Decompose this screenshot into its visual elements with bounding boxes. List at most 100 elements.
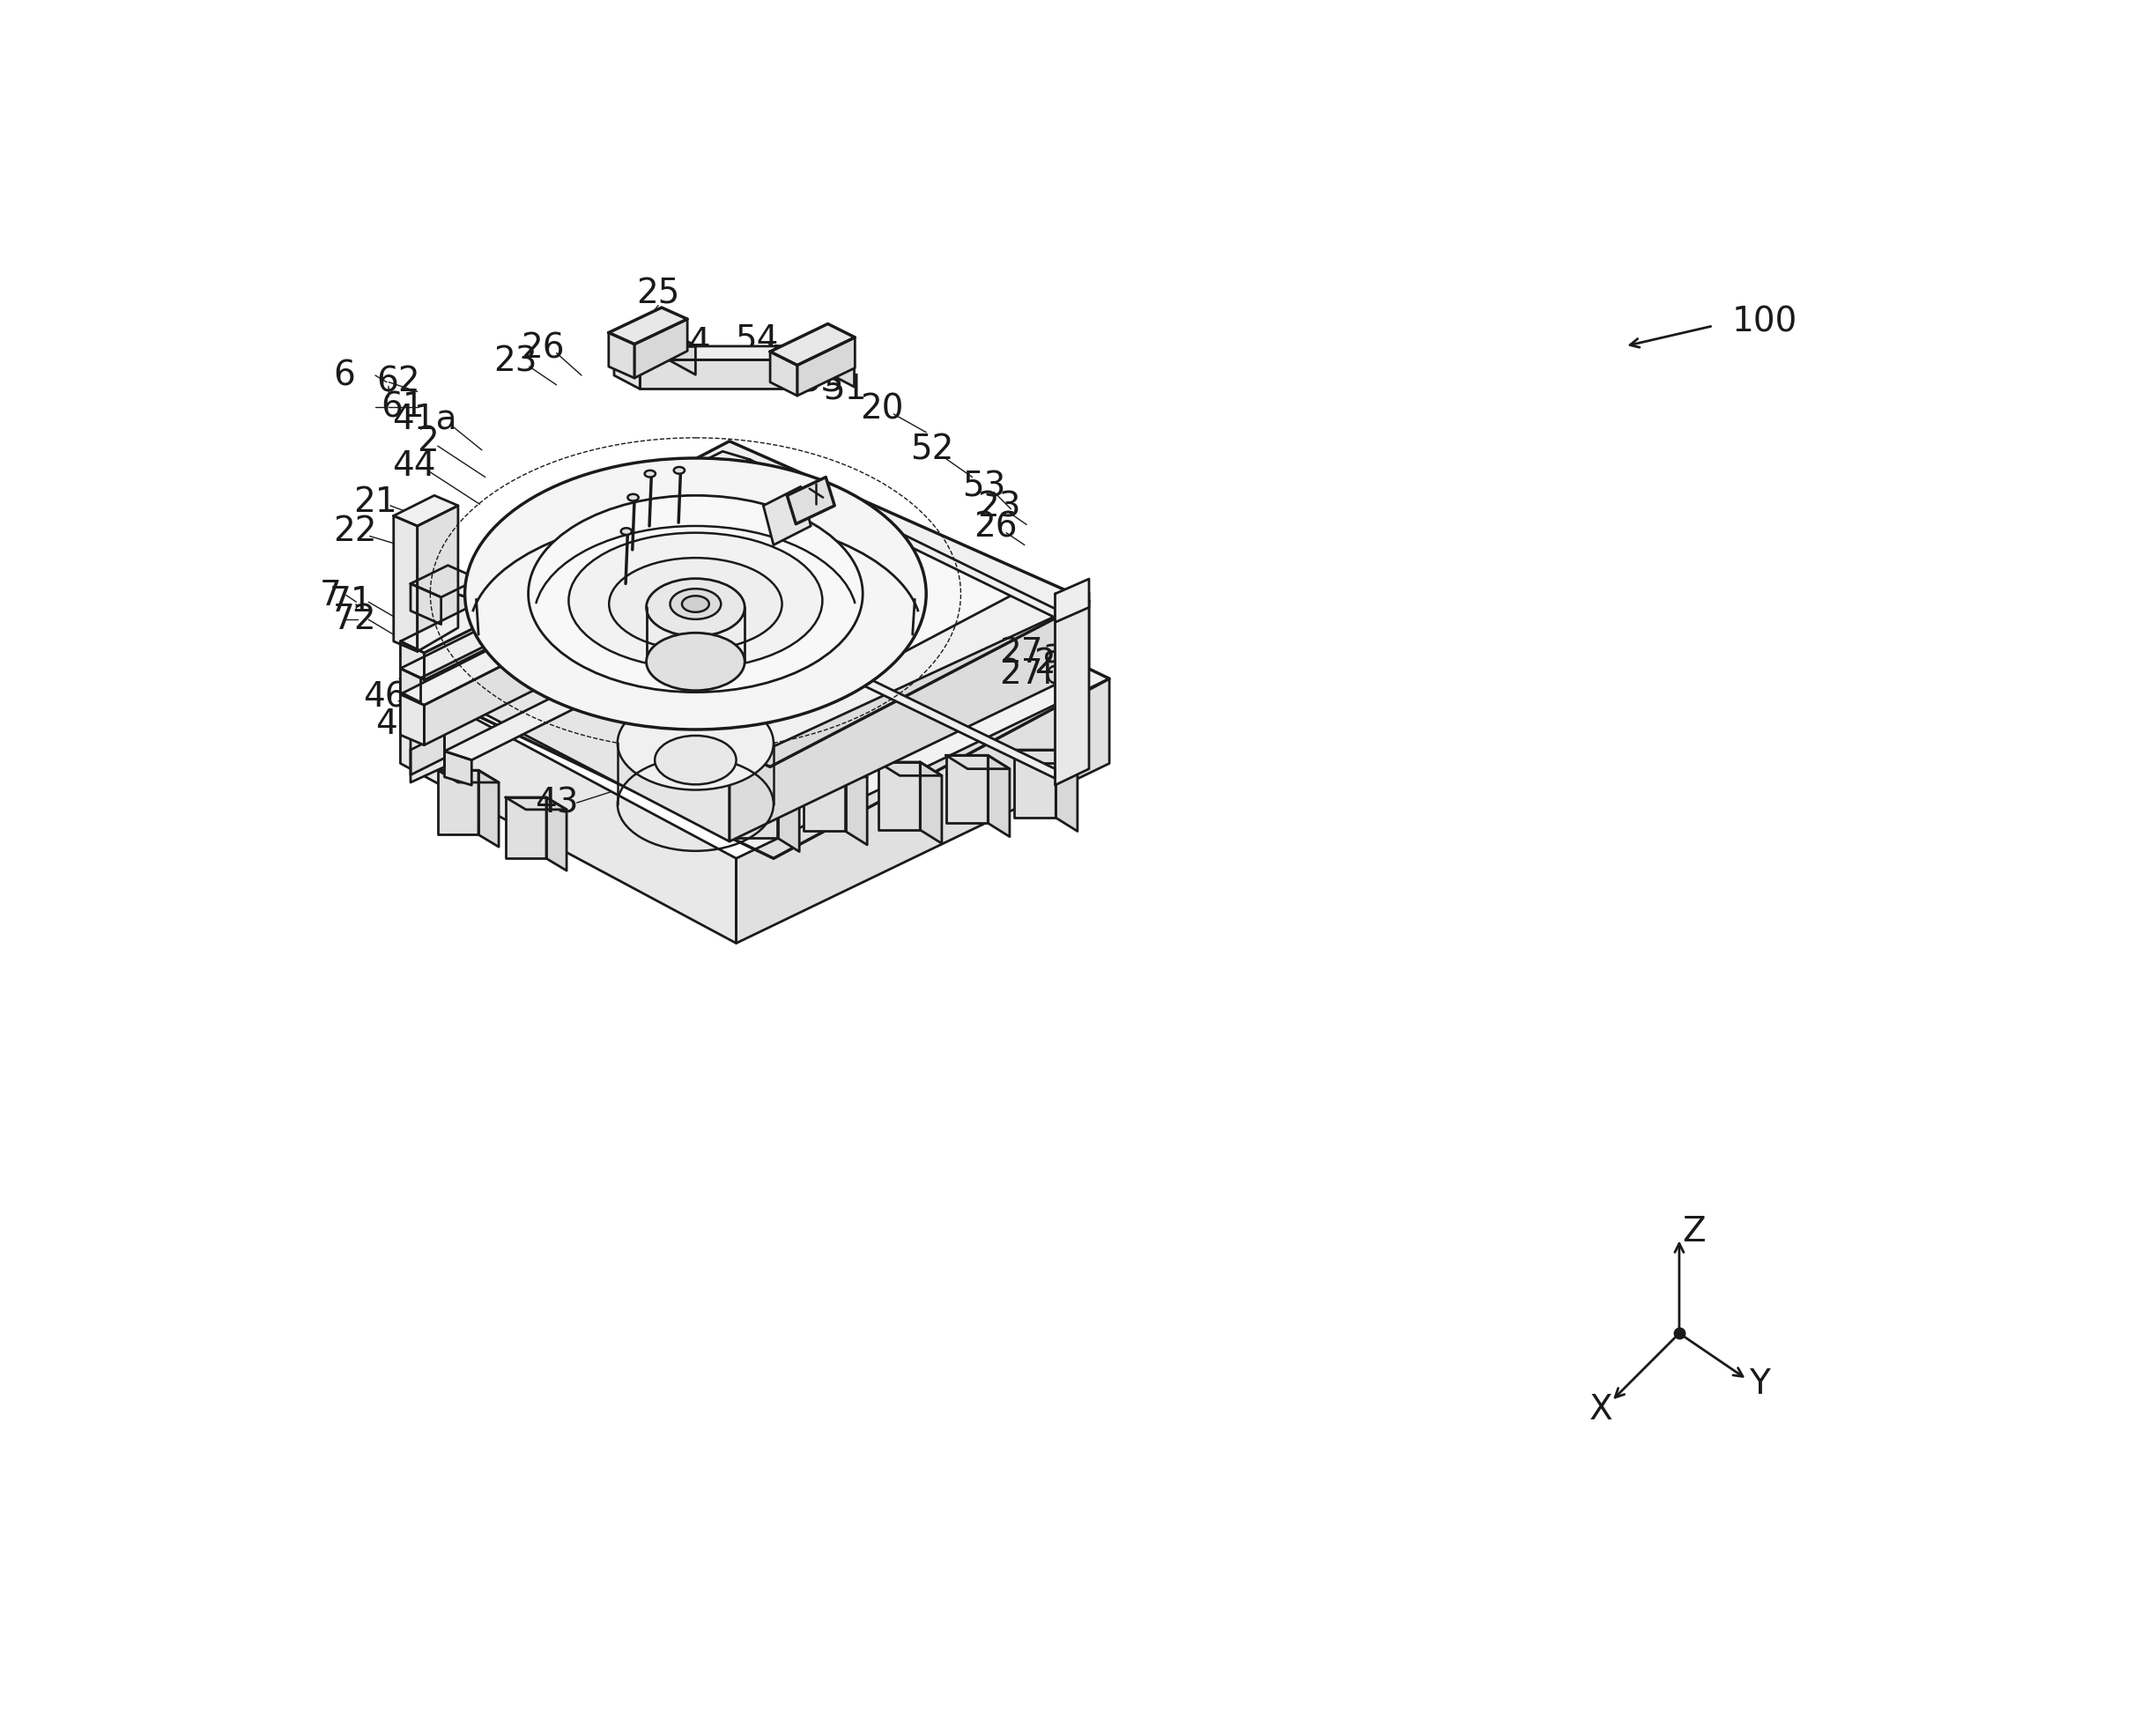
Polygon shape — [778, 770, 800, 851]
Text: 27a: 27a — [1000, 637, 1065, 670]
Polygon shape — [438, 770, 479, 835]
Text: 24: 24 — [666, 326, 711, 359]
Text: 5: 5 — [774, 359, 796, 392]
Polygon shape — [410, 590, 444, 782]
Polygon shape — [1054, 592, 1089, 785]
Polygon shape — [845, 763, 867, 844]
Text: 62: 62 — [377, 366, 420, 399]
Polygon shape — [438, 770, 498, 782]
Polygon shape — [401, 499, 1110, 858]
Text: 61: 61 — [379, 390, 425, 425]
Polygon shape — [401, 642, 425, 680]
Polygon shape — [401, 694, 425, 746]
Text: 25: 25 — [636, 278, 679, 311]
Ellipse shape — [647, 578, 744, 637]
Polygon shape — [395, 516, 418, 651]
Polygon shape — [401, 678, 735, 942]
Text: 47: 47 — [375, 708, 418, 740]
Text: 21: 21 — [354, 485, 397, 520]
Polygon shape — [877, 763, 942, 775]
Polygon shape — [1013, 749, 1056, 818]
Ellipse shape — [681, 595, 709, 613]
Polygon shape — [410, 590, 444, 632]
Text: 23: 23 — [977, 490, 1022, 523]
Polygon shape — [735, 770, 800, 784]
Ellipse shape — [645, 471, 655, 476]
Polygon shape — [828, 347, 854, 387]
Polygon shape — [798, 337, 856, 395]
Text: 2: 2 — [416, 425, 438, 457]
Polygon shape — [1013, 749, 1078, 763]
Polygon shape — [614, 331, 668, 359]
Polygon shape — [425, 647, 539, 746]
Polygon shape — [776, 347, 828, 373]
Polygon shape — [410, 583, 442, 625]
Text: Y: Y — [1749, 1367, 1770, 1402]
Polygon shape — [787, 476, 834, 525]
Text: 7: 7 — [319, 578, 341, 613]
Polygon shape — [608, 333, 634, 378]
Polygon shape — [1054, 578, 1089, 623]
Ellipse shape — [617, 696, 774, 791]
Polygon shape — [444, 590, 472, 623]
Text: 42: 42 — [679, 627, 722, 659]
Polygon shape — [750, 459, 1054, 618]
Text: 20: 20 — [860, 392, 903, 426]
Polygon shape — [444, 751, 472, 785]
Text: 100: 100 — [1731, 306, 1798, 340]
Polygon shape — [640, 359, 802, 388]
Polygon shape — [770, 324, 856, 366]
Polygon shape — [614, 347, 802, 359]
Polygon shape — [804, 763, 867, 777]
Polygon shape — [729, 601, 1089, 842]
Text: 41a: 41a — [392, 402, 457, 435]
Polygon shape — [770, 352, 798, 395]
Polygon shape — [987, 756, 1009, 837]
Text: Z: Z — [1682, 1215, 1705, 1248]
Ellipse shape — [655, 735, 735, 784]
Polygon shape — [946, 756, 1009, 768]
Polygon shape — [401, 563, 584, 652]
Polygon shape — [735, 678, 1110, 942]
Text: 3: 3 — [604, 488, 627, 523]
Polygon shape — [946, 756, 987, 823]
Polygon shape — [614, 331, 696, 347]
Ellipse shape — [621, 528, 632, 535]
Polygon shape — [608, 307, 688, 343]
Polygon shape — [668, 331, 696, 375]
Polygon shape — [444, 452, 750, 599]
Polygon shape — [776, 347, 854, 359]
Polygon shape — [735, 770, 778, 839]
Polygon shape — [401, 668, 420, 702]
Text: 53: 53 — [962, 469, 1005, 504]
Text: 52: 52 — [910, 433, 953, 466]
Text: 31: 31 — [699, 602, 744, 637]
Polygon shape — [401, 613, 533, 678]
Text: 32: 32 — [707, 578, 750, 613]
Text: 26: 26 — [522, 331, 565, 364]
Text: 27: 27 — [1033, 646, 1078, 680]
Polygon shape — [410, 566, 479, 597]
Polygon shape — [418, 506, 457, 651]
Polygon shape — [425, 573, 584, 680]
Polygon shape — [410, 608, 729, 842]
Text: 46: 46 — [362, 680, 407, 713]
Polygon shape — [614, 347, 640, 388]
Polygon shape — [877, 763, 921, 830]
Ellipse shape — [627, 494, 638, 501]
Polygon shape — [401, 635, 539, 706]
Text: X: X — [1589, 1393, 1613, 1426]
Text: 5S: 5S — [800, 366, 843, 399]
Polygon shape — [505, 797, 567, 809]
Polygon shape — [545, 797, 567, 870]
Polygon shape — [395, 495, 457, 526]
Text: 8: 8 — [407, 732, 429, 765]
Text: 51: 51 — [824, 373, 867, 406]
Polygon shape — [505, 797, 545, 858]
Polygon shape — [444, 613, 750, 759]
Polygon shape — [921, 763, 942, 844]
Polygon shape — [479, 770, 498, 847]
Text: 41: 41 — [750, 539, 793, 571]
Text: 72: 72 — [332, 602, 377, 637]
Text: 27b: 27b — [1000, 658, 1065, 690]
